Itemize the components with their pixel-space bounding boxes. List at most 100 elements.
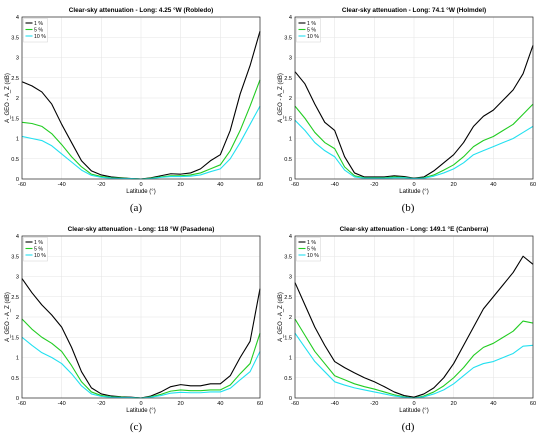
y-tick-label: 2.5 — [284, 76, 292, 82]
x-tick-label: -40 — [331, 182, 339, 188]
chart-panel-1: -60 -40 -20 0 20 40 60 0 0.5 1 1.5 2 2.5 3 3.5 4 Clear-s… — [278, 6, 536, 214]
x-tick-label: 60 — [530, 401, 536, 407]
legend: 1 %5 %10 % — [23, 18, 48, 43]
x-tick-label: -40 — [331, 401, 339, 407]
y-tick-label: 1.5 — [11, 116, 19, 122]
y-tick-label: 2.5 — [11, 76, 19, 82]
y-tick-label: 2 — [289, 96, 292, 102]
y-axis-label: A_GEO - A_Z (dB) — [5, 73, 11, 123]
chart-title: Clear-sky attenuation - Long: 74.1 °W (H… — [342, 6, 486, 14]
axes-box — [294, 235, 534, 399]
y-tick-label: 2.5 — [11, 295, 19, 301]
x-tick-label: 60 — [257, 182, 263, 188]
y-tick-label: 0 — [16, 396, 19, 402]
x-tick-label: -20 — [97, 401, 105, 407]
x-tick-label: -60 — [18, 401, 26, 407]
axes-box — [21, 16, 261, 180]
legend: 1 %5 %10 % — [296, 18, 321, 43]
chart-title: Clear-sky attenuation - Long: 4.25 °W (R… — [69, 6, 214, 14]
x-tick-label: 40 — [217, 401, 223, 407]
x-tick-label: 20 — [451, 182, 457, 188]
y-tick-label: 3 — [289, 56, 292, 62]
y-tick-label: 3.5 — [11, 35, 19, 41]
x-tick-label: 0 — [139, 401, 142, 407]
x-tick-label: 20 — [178, 401, 184, 407]
legend-entry: 10 % — [34, 253, 46, 259]
y-tick-label: 1 — [16, 356, 19, 362]
y-tick-label: 2.5 — [284, 295, 292, 301]
x-tick-label: 0 — [412, 182, 415, 188]
y-tick-label: 3.5 — [284, 254, 292, 260]
panel-caption: (a) — [130, 202, 143, 214]
y-tick-label: 3 — [289, 275, 292, 281]
y-tick-label: 4 — [16, 234, 19, 240]
x-tick-label: 40 — [490, 182, 496, 188]
chart-panel-3: -60 -40 -20 0 20 40 60 0 0.5 1 1.5 2 2.5 3 3.5 4 Clear-s… — [278, 225, 536, 433]
y-tick-label: 2 — [16, 315, 19, 321]
y-tick-label: 1.5 — [284, 335, 292, 341]
y-tick-label: 0.5 — [11, 376, 19, 382]
panel-caption: (d) — [402, 421, 415, 433]
x-tick-label: 20 — [451, 401, 457, 407]
y-tick-label: 1.5 — [284, 116, 292, 122]
y-tick-label: 1 — [289, 356, 292, 362]
x-tick-label: -20 — [370, 182, 378, 188]
panel-caption: (c) — [130, 421, 143, 433]
legend-entry: 5 % — [307, 27, 316, 33]
y-tick-label: 1 — [289, 137, 292, 143]
legend-entry: 10 % — [307, 253, 319, 259]
x-tick-label: -40 — [58, 182, 66, 188]
series-line-0 — [294, 255, 534, 398]
y-tick-label: 4 — [289, 15, 292, 21]
x-tick-label: 60 — [530, 182, 536, 188]
x-tick-label: 40 — [490, 401, 496, 407]
x-tick-label: 40 — [217, 182, 223, 188]
y-tick-label: 0.5 — [284, 157, 292, 163]
y-tick-label: 4 — [289, 234, 292, 240]
x-axis-label: Latitude (°) — [399, 189, 428, 195]
panel-caption: (b) — [402, 202, 415, 214]
legend-entry: 5 % — [307, 246, 316, 252]
legend-entry: 1 % — [34, 21, 43, 27]
y-tick-label: 4 — [16, 15, 19, 21]
y-axis-label: A_GEO - A_Z (dB) — [5, 292, 11, 342]
y-tick-label: 0 — [289, 177, 292, 183]
legend-entry: 10 % — [34, 34, 46, 40]
y-tick-label: 3.5 — [11, 254, 19, 260]
legend: 1 %5 %10 % — [23, 237, 48, 262]
y-tick-label: 3 — [16, 275, 19, 281]
y-axis-label: A_GEO - A_Z (dB) — [278, 292, 284, 342]
legend-entry: 10 % — [307, 34, 319, 40]
x-tick-label: -20 — [97, 182, 105, 188]
y-tick-label: 3 — [16, 56, 19, 62]
y-tick-label: 0.5 — [11, 157, 19, 163]
axes-box — [21, 235, 261, 399]
chart-title: Clear-sky attenuation - Long: 118 °W (Pa… — [68, 225, 215, 233]
y-tick-label: 0 — [16, 177, 19, 183]
x-axis-label: Latitude (°) — [399, 408, 428, 414]
chart-title: Clear-sky attenuation - Long: 149.1 °E (… — [340, 225, 489, 233]
x-axis-label: Latitude (°) — [126, 408, 155, 414]
x-tick-label: -40 — [58, 401, 66, 407]
chart-panel-2: -60 -40 -20 0 20 40 60 0 0.5 1 1.5 2 2.5 3 3.5 4 Clear-s… — [5, 225, 263, 433]
y-axis-label: A_GEO - A_Z (dB) — [278, 73, 284, 123]
legend-entry: 5 % — [34, 27, 43, 33]
y-tick-label: 1.5 — [11, 335, 19, 341]
chart-panel-0: -60 -40 -20 0 20 40 60 0 0.5 1 1.5 2 2.5 3 3.5 4 Clear-s… — [5, 6, 263, 214]
y-tick-label: 2 — [289, 315, 292, 321]
x-tick-label: -60 — [291, 182, 299, 188]
legend-entry: 5 % — [34, 246, 43, 252]
y-tick-label: 0.5 — [284, 376, 292, 382]
legend-entry: 1 % — [307, 240, 316, 246]
x-tick-label: 0 — [412, 401, 415, 407]
y-tick-label: 1 — [16, 137, 19, 143]
legend-entry: 1 % — [307, 21, 316, 27]
y-tick-label: 2 — [16, 96, 19, 102]
x-tick-label: 20 — [178, 182, 184, 188]
y-tick-label: 3.5 — [284, 35, 292, 41]
x-tick-label: 60 — [257, 401, 263, 407]
y-tick-label: 0 — [289, 396, 292, 402]
x-tick-label: -60 — [291, 401, 299, 407]
x-tick-label: 0 — [139, 182, 142, 188]
